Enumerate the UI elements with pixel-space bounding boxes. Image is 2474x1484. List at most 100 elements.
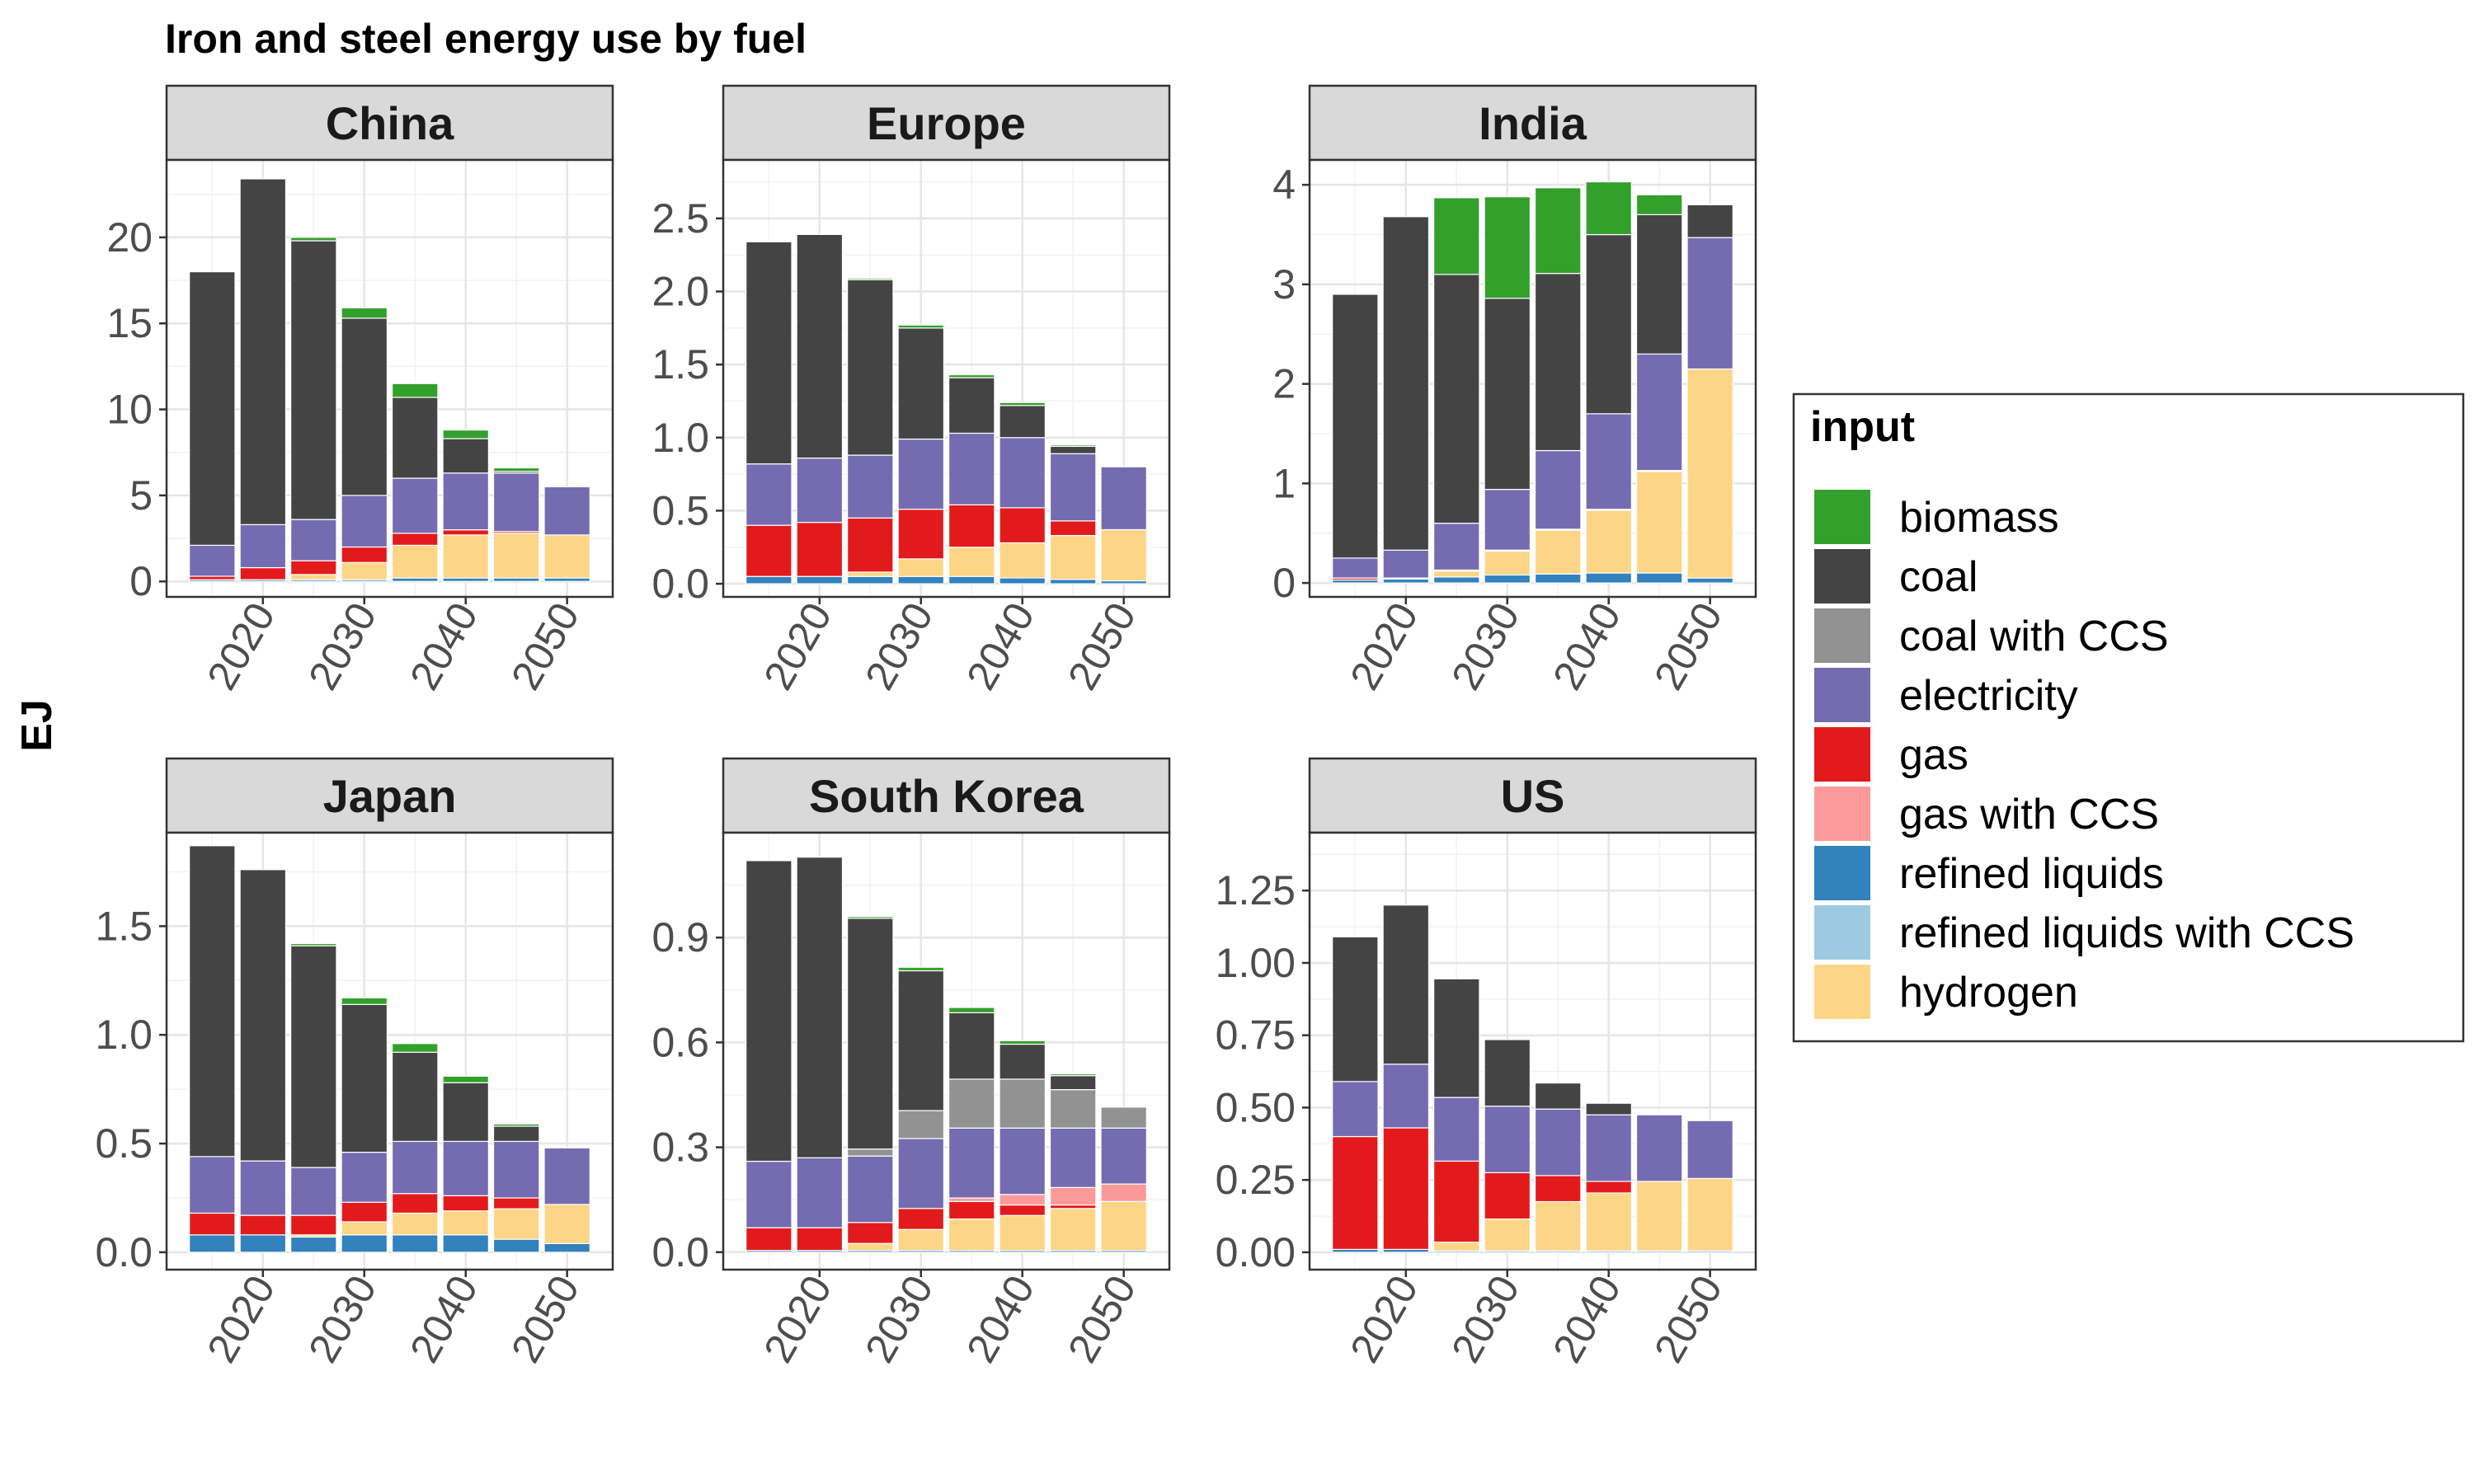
y-tick-label: 1.5 [651,341,709,387]
bar-segment-gas-ccs [1049,1186,1097,1206]
bar-segment-electricity [897,438,945,510]
facet-strip-label: US [1501,770,1565,822]
bar-segment-hydrogen [1100,1200,1147,1252]
bar-segment-gas [745,1227,793,1252]
facet-strip [1308,757,1757,834]
bar-segment-refined-liquids [948,575,995,585]
bar-segment-refined-liquids [1049,579,1097,585]
bar-segment-coal [1534,273,1582,452]
y-tick-label: 0.50 [1216,1084,1296,1130]
bar-segment-hydrogen [948,1218,995,1252]
bar-segment-biomass [999,1040,1046,1045]
bar-segment-electricity [543,486,590,536]
bar-segment-hydrogen [1049,1208,1097,1252]
bar-segment-gas [1332,1135,1379,1251]
bar-segment-hydrogen [1635,1181,1683,1252]
bars [745,233,1147,585]
bar-segment-hydrogen [391,1212,439,1236]
bar-segment-electricity [999,1127,1046,1195]
bar-segment-electricity [239,524,287,569]
bar-segment-hydrogen [897,558,945,577]
bar-segment-electricity [745,463,793,526]
bar-segment-coal [745,241,793,465]
bar-segment-gas [948,1200,995,1220]
bar-segment-biomass [1534,187,1582,275]
bar-segment-refined-liquids [391,1234,439,1253]
y-tick-label: 1.25 [1216,867,1296,913]
bar-segment-electricity [1585,1114,1632,1182]
bar-segment-electricity [1382,1064,1430,1129]
bar-segment-refined-liquids [1382,578,1430,584]
y-tick-label: 0.00 [1216,1229,1296,1275]
bar-segment-refined-liquids [1484,574,1531,584]
bar-segment-electricity [948,1127,995,1199]
bar-segment-biomass [1585,181,1632,236]
bar-segment-coal [391,1051,439,1143]
y-tick-label: 1.5 [95,903,153,949]
bar-segment-gas [239,1214,287,1236]
legend-box [1792,392,2465,1043]
bar-segment-electricity [999,437,1046,509]
bar-segment-gas [999,1204,1046,1216]
bar-segment-coal [1585,1102,1632,1115]
facet-strip-label: Europe [867,97,1026,149]
bar-segment-hydrogen [847,1242,894,1252]
y-axis-title: EJ [13,699,61,752]
bar-segment-electricity [796,458,844,524]
bar-segment-refined-liquids [492,1238,540,1253]
y-tick-label: 1 [1272,460,1296,506]
y-tick-label: 0.5 [651,487,709,533]
bar-segment-coal [442,438,489,474]
bar-segment-electricity [1100,1127,1147,1185]
legend-item-refined-liquids-ccs: refined liquids with CCS [1814,905,2354,960]
bar-segment-electricity [1686,1120,1733,1180]
facet-strip [722,757,1171,834]
bar-segment-biomass [341,307,388,319]
bar-segment-electricity [847,454,894,519]
bar-segment-electricity [1585,413,1632,510]
panel-border [722,831,1171,1271]
y-tick-label: 2 [1272,361,1296,407]
legend-label: hydrogen [1899,969,2078,1017]
legend-item-biomass: biomass [1814,490,2059,544]
bar-segment-gas [290,560,337,575]
bar-segment-coal [897,970,945,1111]
legend-label: coal [1899,553,1978,601]
bar-segment-biomass [391,383,439,398]
bar-segment-coal [341,1003,388,1153]
bar-segment-electricity [1484,489,1531,551]
y-tick-label: 0.0 [651,1229,709,1275]
bar-segment-coal [1433,978,1480,1098]
bar-segment-gas [189,1212,236,1236]
y-tick-label: 20 [106,214,153,261]
bar-segment-coal [1382,216,1430,551]
bar-segment-electricity [341,1152,388,1203]
panel-border [1308,158,1757,599]
bar-segment-biomass [492,467,540,472]
bar-segment-hydrogen [897,1228,945,1252]
bar-segment-gas [1382,1127,1430,1251]
legend-item-gas: gas [1814,727,1968,782]
bar-segment-electricity [1382,549,1430,579]
bar-segment-electricity [1433,1097,1480,1162]
bar-segment-hydrogen [1686,368,1733,579]
y-tick-label: 0 [1272,560,1296,606]
bar-segment-coal [897,327,945,440]
legend-item-electricity: electricity [1814,668,2078,722]
bar-segment-coal [948,1012,995,1080]
bar-segment-refined-liquids [442,577,489,582]
bar-segment-coal [290,240,337,520]
facet-strip-label: China [326,97,454,149]
legend-item-gas-ccs: gas with CCS [1814,787,2159,841]
panel-border [165,831,614,1271]
y-tick-label: 0.6 [651,1019,709,1065]
bar-segment-coal [1332,294,1379,559]
bar-segment-coal [1585,233,1632,415]
bar-segment-coal [948,377,995,434]
bar-segment-hydrogen [1049,534,1097,580]
y-tick-label: 3 [1272,261,1296,308]
bar-segment-coal [239,178,287,525]
bar-segment-coal [1686,204,1733,238]
bar-segment-electricity [290,1167,337,1216]
bar-segment-coal [1382,904,1430,1065]
